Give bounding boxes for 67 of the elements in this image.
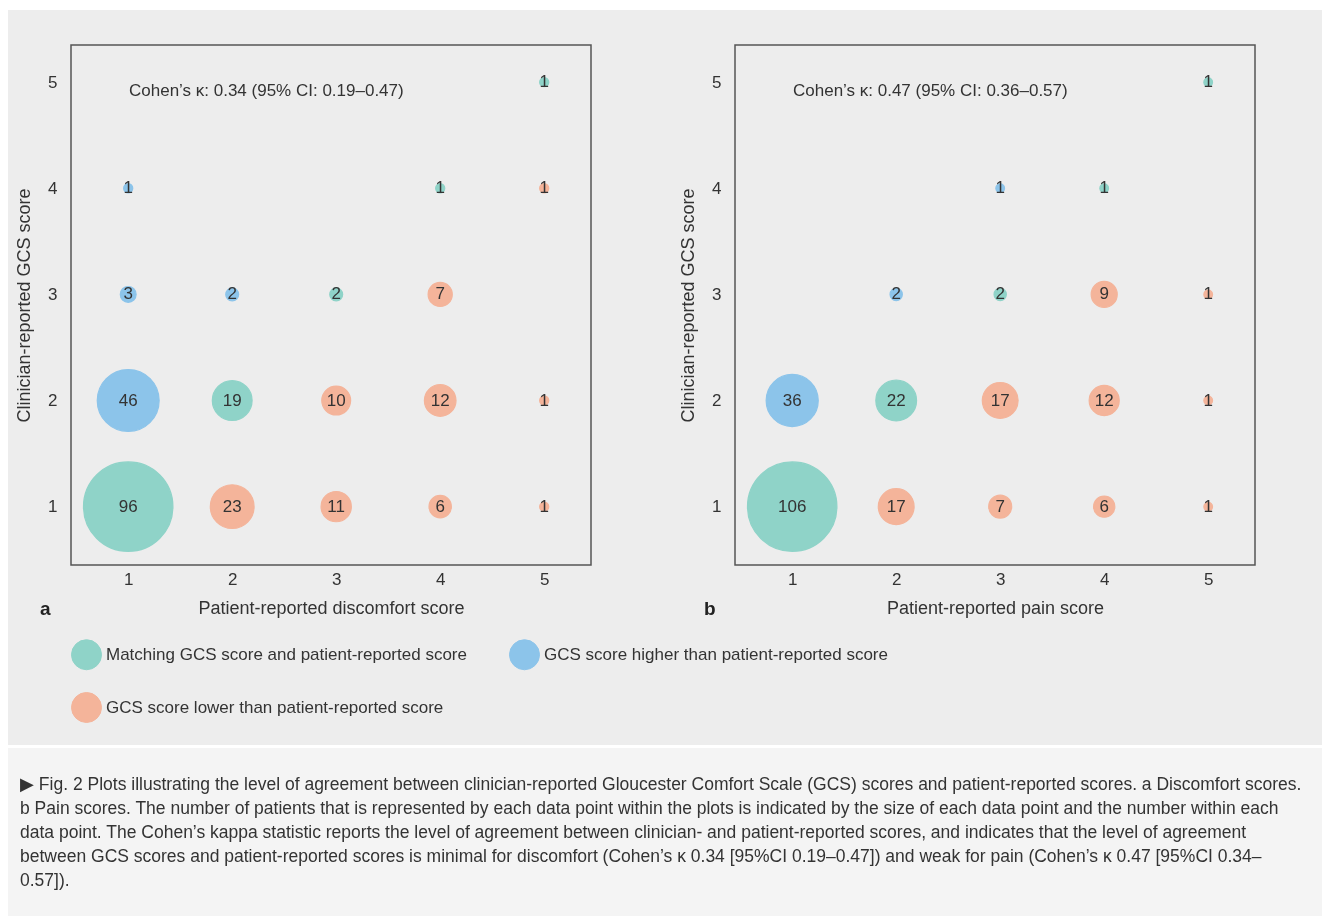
data-label: 11 xyxy=(327,496,346,516)
data-label: 36 xyxy=(782,390,802,410)
data-label: 10 xyxy=(326,390,346,410)
data-label: 23 xyxy=(222,496,242,516)
data-label: 1 xyxy=(1203,72,1213,92)
x-tick-label: 2 xyxy=(891,569,902,589)
data-label: 9 xyxy=(1099,284,1109,304)
data-label: 7 xyxy=(435,284,445,304)
y-tick-label: 3 xyxy=(48,284,58,304)
data-label: 96 xyxy=(118,496,138,516)
data-label: 1 xyxy=(539,178,549,198)
legend-label: Matching GCS score and patient-reported score xyxy=(106,644,467,664)
y-tick-label: 1 xyxy=(712,497,722,517)
legend-label: GCS score higher than patient-reported score xyxy=(544,644,888,664)
x-tick-label: 4 xyxy=(435,569,446,589)
y-tick-label: 5 xyxy=(48,72,58,92)
data-label: 1 xyxy=(123,178,133,198)
data-label: 1 xyxy=(539,72,549,92)
x-axis-title: Patient-reported pain score xyxy=(886,597,1105,618)
data-label: 6 xyxy=(1099,496,1109,516)
y-axis-title: Clinician-reported GCS score xyxy=(14,188,35,423)
data-label: 3 xyxy=(123,284,133,304)
y-tick-label: 2 xyxy=(712,391,722,411)
data-label: 2 xyxy=(995,284,1005,304)
data-label: 1 xyxy=(1203,284,1213,304)
y-tick-label: 5 xyxy=(712,72,722,92)
text: ▶ Fig. 2 Plots illustrating the level of agreement between clinician-reported Gloucester Comfort Scale (GCS) scores and patient-reported scores. a Discomfort scores. b Pain scores. The number of patients that is represented by each data point within the plots is indicated by the size of each data point and the number within each data point. The Cohen’s kappa statistic reports the level of agreement between clinician- and patient-reported scores, and indicates that the level of agreement between GCS scores and patient-reported scores is minimal for discomfort (Cohen’s κ 0.34 [95%CI 0.19–0.47]) and weak for pain (Cohen’s κ 0.47 [95%CI 0.34–0.57]). xyxy=(8,748,1322,916)
data-label: 1 xyxy=(539,496,549,516)
x-tick-label: 3 xyxy=(331,569,342,589)
data-label: 2 xyxy=(227,284,237,304)
x-tick-label: 1 xyxy=(123,569,134,589)
annotation: Cohen’s κ: 0.47 (95% CI: 0.36–0.57) xyxy=(793,81,1068,100)
data-label: 22 xyxy=(886,390,906,410)
y-tick-label: 3 xyxy=(712,284,722,304)
x-tick-label: 5 xyxy=(539,569,550,589)
legend-label: GCS score lower than patient-reported score xyxy=(106,697,444,717)
y-tick-label: 4 xyxy=(712,178,722,198)
text: a xyxy=(40,598,51,620)
data-label: 12 xyxy=(1094,390,1114,410)
data-label: 2 xyxy=(891,284,901,304)
text: b xyxy=(704,598,716,620)
x-axis-title: Patient-reported discomfort score xyxy=(198,597,465,618)
annotation: Cohen’s κ: 0.34 (95% CI: 0.19–0.47) xyxy=(129,81,404,100)
x-tick-label: 4 xyxy=(1099,569,1110,589)
data-label: 17 xyxy=(990,390,1010,410)
x-tick-label: 1 xyxy=(787,569,798,589)
data-label: 106 xyxy=(778,496,807,516)
data-label: 1 xyxy=(539,390,549,410)
data-label: 46 xyxy=(118,390,138,410)
x-tick-label: 2 xyxy=(227,569,238,589)
data-label: 1 xyxy=(995,178,1005,198)
y-axis-title: Clinician-reported GCS score xyxy=(678,188,699,423)
data-label: 1 xyxy=(1203,390,1213,410)
x-tick-label: 3 xyxy=(995,569,1006,589)
data-label: 19 xyxy=(222,390,242,410)
data-label: 6 xyxy=(435,496,445,516)
data-label: 1 xyxy=(1203,496,1213,516)
y-tick-label: 4 xyxy=(48,178,58,198)
data-label: 17 xyxy=(886,496,906,516)
y-tick-label: 1 xyxy=(48,497,58,517)
data-label: 12 xyxy=(430,390,450,410)
data-label: 1 xyxy=(1099,178,1109,198)
data-label: 2 xyxy=(331,284,341,304)
data-label: 1 xyxy=(435,178,445,198)
y-tick-label: 2 xyxy=(48,391,58,411)
x-tick-label: 5 xyxy=(1203,569,1214,589)
data-label: 7 xyxy=(995,496,1005,516)
